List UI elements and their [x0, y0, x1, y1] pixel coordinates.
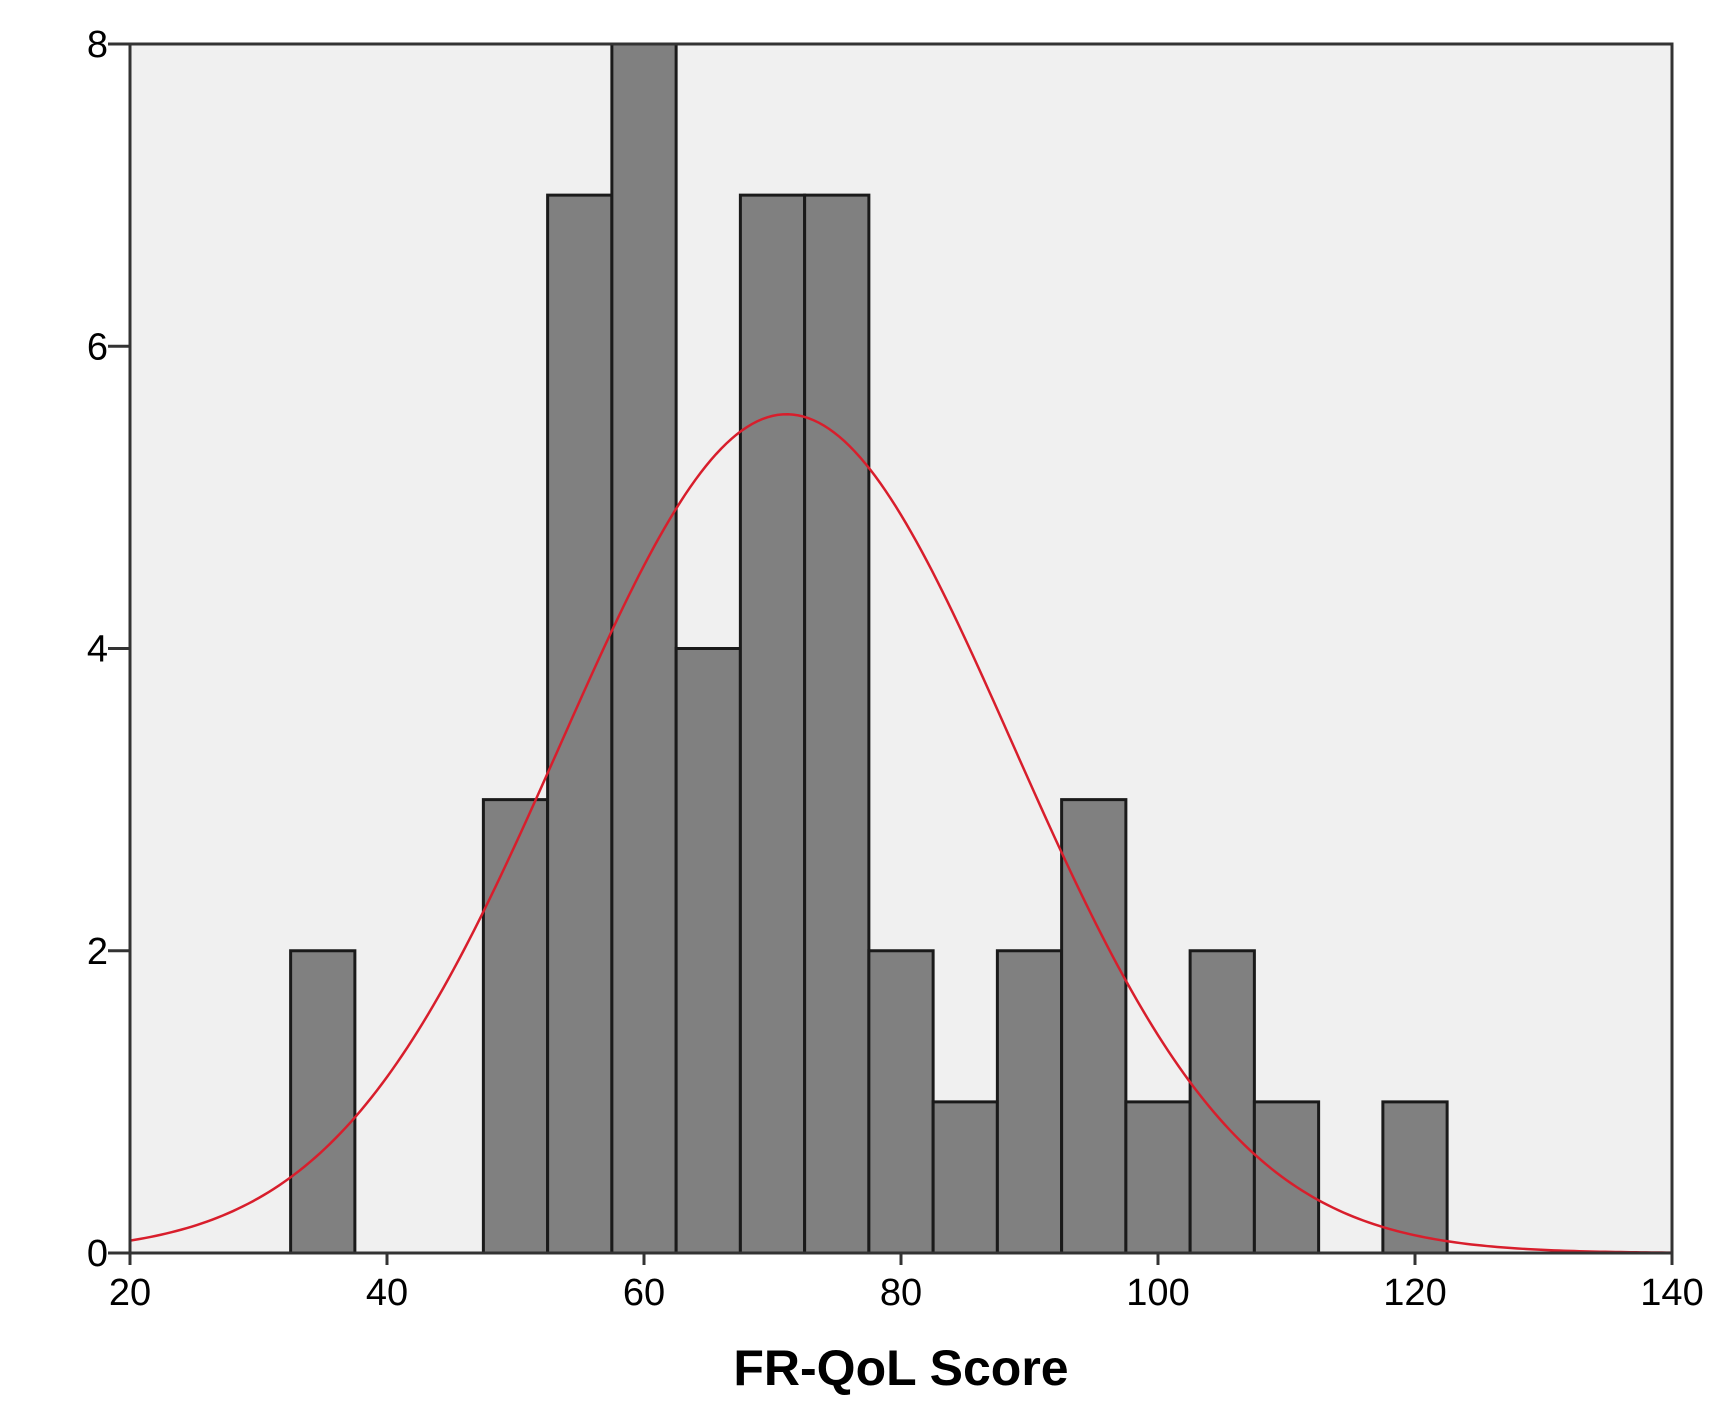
- histogram-bar: [674, 647, 742, 1255]
- x-tick-label: 140: [1640, 1272, 1703, 1314]
- histogram-bars: [289, 42, 1449, 1255]
- histogram-bar: [610, 42, 678, 1255]
- histogram-bar: [1381, 1100, 1449, 1255]
- histogram-bar: [995, 949, 1064, 1255]
- y-tick-label: 8: [87, 24, 108, 66]
- y-tick-label: 2: [87, 931, 108, 973]
- x-axis: 20 40 60 80 100 120 140: [109, 1253, 1704, 1314]
- histogram-bar: [931, 1100, 999, 1255]
- histogram-bar: [738, 193, 807, 1255]
- histogram-bar: [803, 193, 871, 1255]
- normal-curve: [129, 413, 1673, 1254]
- histogram-bar: [1188, 949, 1256, 1255]
- y-tick-label: 0: [87, 1233, 108, 1275]
- histogram-bar: [867, 949, 935, 1255]
- histogram-bar: [289, 949, 357, 1255]
- x-tick-label: 40: [366, 1272, 408, 1314]
- x-tick-label: 120: [1383, 1272, 1446, 1314]
- y-tick-label: 6: [87, 326, 108, 368]
- histogram-bar: [1252, 1100, 1321, 1255]
- x-tick-label: 80: [880, 1272, 922, 1314]
- x-axis-title: FR-QoL Score: [733, 1340, 1068, 1396]
- x-tick-label: 60: [623, 1272, 665, 1314]
- y-axis: 0 2 4 6 8: [87, 24, 130, 1275]
- histogram-bar: [1124, 1100, 1192, 1255]
- histogram-bar: [481, 798, 550, 1255]
- x-tick-label: 20: [109, 1272, 151, 1314]
- y-tick-label: 4: [87, 629, 108, 671]
- histogram-bar: [1060, 798, 1128, 1255]
- x-tick-label: 100: [1126, 1272, 1189, 1314]
- histogram-bar: [546, 193, 614, 1255]
